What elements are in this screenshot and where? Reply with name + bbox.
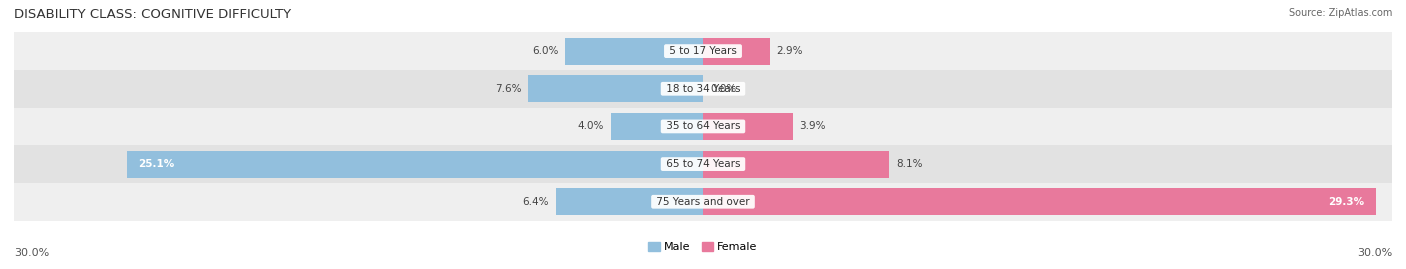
Text: 3.9%: 3.9% — [800, 121, 825, 132]
Bar — [529, 75, 703, 102]
Text: 75 Years and over: 75 Years and over — [652, 197, 754, 207]
Bar — [14, 32, 1392, 70]
Text: Source: ZipAtlas.com: Source: ZipAtlas.com — [1288, 8, 1392, 18]
Text: 4.0%: 4.0% — [578, 121, 605, 132]
Text: 5 to 17 Years: 5 to 17 Years — [666, 46, 740, 56]
Legend: Male, Female: Male, Female — [644, 237, 762, 256]
Bar — [703, 38, 769, 65]
Text: DISABILITY CLASS: COGNITIVE DIFFICULTY: DISABILITY CLASS: COGNITIVE DIFFICULTY — [14, 8, 291, 21]
Bar — [703, 151, 889, 178]
Text: 6.4%: 6.4% — [523, 197, 550, 207]
Bar — [14, 145, 1392, 183]
Text: 30.0%: 30.0% — [14, 248, 49, 258]
Bar — [565, 38, 703, 65]
Text: 8.1%: 8.1% — [896, 159, 922, 169]
Bar — [555, 188, 703, 215]
Text: 65 to 74 Years: 65 to 74 Years — [662, 159, 744, 169]
Bar — [612, 113, 703, 140]
Bar — [127, 151, 703, 178]
Text: 29.3%: 29.3% — [1329, 197, 1364, 207]
Text: 25.1%: 25.1% — [138, 159, 174, 169]
Bar — [14, 183, 1392, 221]
Text: 0.0%: 0.0% — [710, 84, 737, 94]
Text: 7.6%: 7.6% — [495, 84, 522, 94]
Text: 2.9%: 2.9% — [776, 46, 803, 56]
Bar — [703, 188, 1376, 215]
Text: 6.0%: 6.0% — [531, 46, 558, 56]
Text: 18 to 34 Years: 18 to 34 Years — [662, 84, 744, 94]
Bar — [703, 113, 793, 140]
Text: 30.0%: 30.0% — [1357, 248, 1392, 258]
Text: 35 to 64 Years: 35 to 64 Years — [662, 121, 744, 132]
Bar — [14, 108, 1392, 145]
Bar — [14, 70, 1392, 108]
